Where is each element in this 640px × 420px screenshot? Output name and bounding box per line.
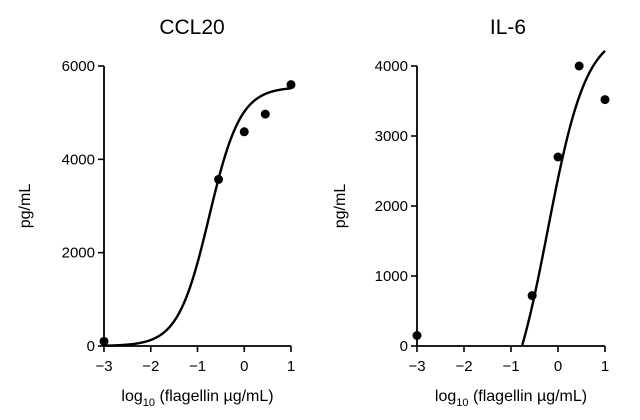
data-point	[99, 336, 109, 346]
data-point	[600, 95, 610, 105]
x-tick-label: 0	[554, 358, 562, 375]
data-point	[412, 331, 422, 340]
chart-title: CCL20	[159, 16, 224, 39]
chart-panel-il-6: IL-6 0 1000 2000 3000 4000 −3 −2 −1 0 1 pg/mL log10 …	[332, 16, 610, 409]
data-point	[574, 61, 584, 71]
data-point	[286, 80, 296, 90]
y-tick-label: 0	[87, 338, 95, 355]
x-tick-label: −1	[189, 358, 206, 375]
data-point	[239, 127, 249, 137]
x-axis-title-subscript: 10	[456, 397, 468, 409]
fit-curve	[103, 87, 292, 347]
x-axis-title-subscript: 10	[143, 397, 155, 409]
x-axis-title-prefix: log	[435, 388, 456, 405]
x-tick-label: 0	[240, 358, 248, 375]
x-tick-label: −2	[142, 358, 159, 375]
y-axis-title: pg/mL	[17, 184, 34, 229]
chart-panel-ccl20: CCL20 0 2000 4000 6000 −3 −2 −1 0 1 pg/mL log10 (fl…	[17, 16, 296, 409]
y-tick-label: 2000	[62, 245, 95, 262]
y-tick-label: 4000	[375, 58, 408, 75]
chart-title: IL-6	[490, 16, 526, 39]
data-point	[527, 291, 537, 301]
x-tick-label: −3	[95, 358, 112, 375]
fit-curve	[521, 49, 606, 346]
y-tick-label: 0	[400, 338, 408, 355]
x-axis-title-prefix: log	[121, 388, 142, 405]
data-point	[553, 152, 563, 162]
x-tick-label: −3	[408, 358, 425, 375]
data-point	[214, 174, 224, 184]
x-tick-label: 1	[601, 358, 609, 375]
y-tick-label: 3000	[375, 128, 408, 145]
x-tick-label: 1	[287, 358, 295, 375]
y-tick-label: 2000	[375, 198, 408, 215]
x-axis-title: log10 (flagellin µg/mL)	[121, 388, 273, 409]
y-tick-label: 6000	[62, 58, 95, 75]
x-tick-label: −1	[502, 358, 519, 375]
x-axis-title-text: (flagellin µg/mL)	[469, 388, 588, 405]
y-axis-title: pg/mL	[332, 184, 349, 229]
y-tick-label: 1000	[375, 268, 408, 285]
y-tick-label: 4000	[62, 151, 95, 168]
data-point	[260, 109, 270, 119]
x-axis-title-text: (flagellin µg/mL)	[155, 388, 274, 405]
x-axis-title: log10 (flagellin µg/mL)	[435, 388, 587, 409]
x-tick-label: −2	[455, 358, 472, 375]
